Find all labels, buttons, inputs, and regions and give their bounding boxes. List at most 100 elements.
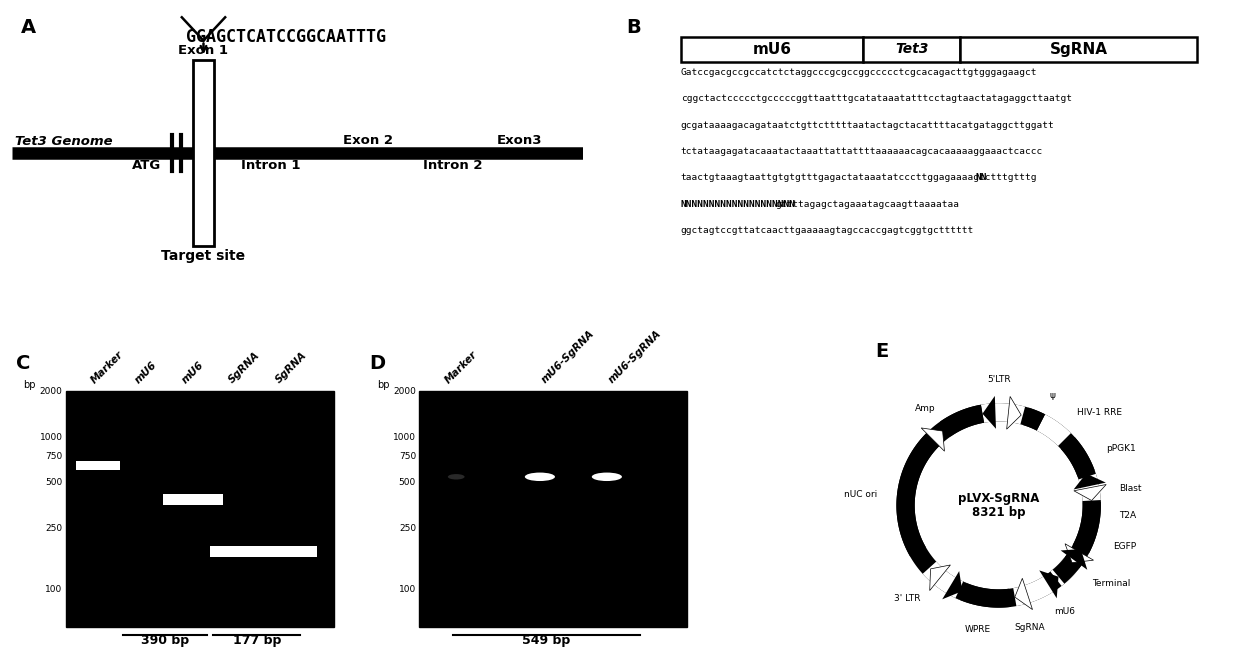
Text: pLVX-SgRNA: pLVX-SgRNA <box>959 491 1039 505</box>
Text: 1000: 1000 <box>40 433 63 442</box>
Text: HIV-1 RRE: HIV-1 RRE <box>1076 408 1122 417</box>
Polygon shape <box>982 396 996 429</box>
Polygon shape <box>1007 396 1022 429</box>
Ellipse shape <box>448 474 465 479</box>
Text: 549 bp: 549 bp <box>522 634 570 647</box>
Text: bp: bp <box>377 380 389 390</box>
Polygon shape <box>1074 485 1106 501</box>
Polygon shape <box>1039 571 1059 598</box>
Text: nUC ori: nUC ori <box>844 490 878 499</box>
Text: SgRNA: SgRNA <box>227 350 262 386</box>
Ellipse shape <box>591 473 622 481</box>
Polygon shape <box>981 403 1025 424</box>
Text: Terminal: Terminal <box>1091 579 1130 588</box>
Text: 100: 100 <box>399 585 415 594</box>
Polygon shape <box>1014 579 1033 610</box>
Text: mU6: mU6 <box>133 360 159 386</box>
Polygon shape <box>1037 414 1071 446</box>
Polygon shape <box>1053 547 1087 584</box>
Bar <box>76 461 119 470</box>
Text: ATG: ATG <box>131 159 161 172</box>
Bar <box>863 37 960 62</box>
Text: SgRNA: SgRNA <box>1014 622 1045 632</box>
Bar <box>960 37 1197 62</box>
Text: mU6-SgRNA: mU6-SgRNA <box>606 329 663 386</box>
Text: C: C <box>16 354 30 372</box>
Text: bp: bp <box>24 380 36 390</box>
Text: SgRNA: SgRNA <box>1050 41 1107 57</box>
Polygon shape <box>956 581 1011 608</box>
Text: 3' LTR: 3' LTR <box>894 594 920 603</box>
Text: 250: 250 <box>399 524 415 533</box>
Bar <box>681 37 863 62</box>
Text: 500: 500 <box>46 478 63 487</box>
Text: T2A: T2A <box>1120 511 1137 521</box>
Text: 100: 100 <box>46 585 63 594</box>
Text: 8321 bp: 8321 bp <box>972 506 1025 519</box>
Text: SgRNA: SgRNA <box>274 350 309 386</box>
Text: 390 bp: 390 bp <box>140 634 188 647</box>
Polygon shape <box>1074 473 1106 489</box>
Text: ψ: ψ <box>1050 391 1055 400</box>
Text: A: A <box>21 19 36 37</box>
Text: 250: 250 <box>46 524 63 533</box>
Bar <box>257 546 317 557</box>
Text: B: B <box>626 19 641 37</box>
Text: 1000: 1000 <box>393 433 415 442</box>
Polygon shape <box>1081 500 1101 519</box>
Polygon shape <box>1073 517 1100 553</box>
Text: Tet3 Genome: Tet3 Genome <box>15 135 113 148</box>
Text: NNNNNNNNNNNNNNNNNNNN: NNNNNNNNNNNNNNNNNNNN <box>681 200 796 209</box>
Ellipse shape <box>525 473 556 481</box>
Polygon shape <box>921 428 945 452</box>
Polygon shape <box>1023 408 1045 431</box>
Polygon shape <box>1050 557 1079 586</box>
Bar <box>192 60 215 246</box>
Text: ggctagtccgttatcaacttgaaaaagtagccaccgagtcggtgctttttt: ggctagtccgttatcaacttgaaaaagtagccaccgagtc… <box>681 226 973 235</box>
Polygon shape <box>940 405 985 437</box>
Polygon shape <box>1065 544 1094 563</box>
Text: Exon3: Exon3 <box>497 134 543 147</box>
Text: NN: NN <box>976 174 987 182</box>
Polygon shape <box>897 403 1101 608</box>
Text: 2000: 2000 <box>40 387 63 396</box>
Text: 5'LTR: 5'LTR <box>987 375 1011 384</box>
Text: 500: 500 <box>399 478 415 487</box>
Bar <box>210 546 270 557</box>
Text: mU6: mU6 <box>753 41 791 57</box>
Text: GGAGCTCATCCGGCAATTTG: GGAGCTCATCCGGCAATTTG <box>186 28 386 47</box>
Bar <box>419 392 687 628</box>
Text: Target site: Target site <box>161 249 246 263</box>
Polygon shape <box>923 561 967 600</box>
Polygon shape <box>897 431 941 557</box>
Text: Intron 2: Intron 2 <box>423 159 482 172</box>
Text: 750: 750 <box>46 452 63 461</box>
Text: EGFP: EGFP <box>1112 543 1136 551</box>
Text: 2000: 2000 <box>393 387 415 396</box>
Text: mU6-SgRNA: mU6-SgRNA <box>539 329 596 386</box>
Text: cggctactccccctgcccccggttaatttgcatataaatatttcctagtaactatagaggcttaatgt: cggctactccccctgcccccggttaatttgcatataaata… <box>681 94 1071 104</box>
Polygon shape <box>1079 473 1101 503</box>
Text: 177 bp: 177 bp <box>233 634 281 647</box>
Text: Tet3: Tet3 <box>895 42 929 56</box>
Text: taactgtaaagtaattgtgtgtttgagactataaatatcccttggagaaaagcctttgtttg: taactgtaaagtaattgtgtgtttgagactataaatatcc… <box>681 174 1037 182</box>
Text: Exon 2: Exon 2 <box>343 134 393 147</box>
Bar <box>164 494 223 505</box>
Text: gcgataaaagacagataatctgttctttttaatactagctacattttacatgataggcttggatt: gcgataaaagacagataatctgttctttttaatactagct… <box>681 121 1054 130</box>
Text: Blast: Blast <box>1118 484 1141 493</box>
Polygon shape <box>1060 549 1087 570</box>
Text: E: E <box>875 342 889 362</box>
Text: Marker: Marker <box>89 349 125 386</box>
Bar <box>66 392 334 628</box>
Text: Intron 1: Intron 1 <box>241 159 300 172</box>
Text: Marker: Marker <box>443 349 479 386</box>
Text: 750: 750 <box>399 452 415 461</box>
Text: Gatccgacgccgccatctctaggcccgcgccggccccctcgcacagacttgtgggagaagct: Gatccgacgccgccatctctaggcccgcgccggccccctc… <box>681 68 1037 77</box>
Text: WPRE: WPRE <box>965 625 991 634</box>
Text: mU6: mU6 <box>1054 607 1075 616</box>
Polygon shape <box>930 565 950 591</box>
Polygon shape <box>1013 574 1058 606</box>
Text: mU6: mU6 <box>180 360 206 386</box>
Text: D: D <box>370 354 386 372</box>
Text: tctataagagatacaaatactaaattattattttaaaaaacagcacaaaaaggaaactcaccc: tctataagagatacaaatactaaattattattttaaaaaa… <box>681 147 1043 156</box>
